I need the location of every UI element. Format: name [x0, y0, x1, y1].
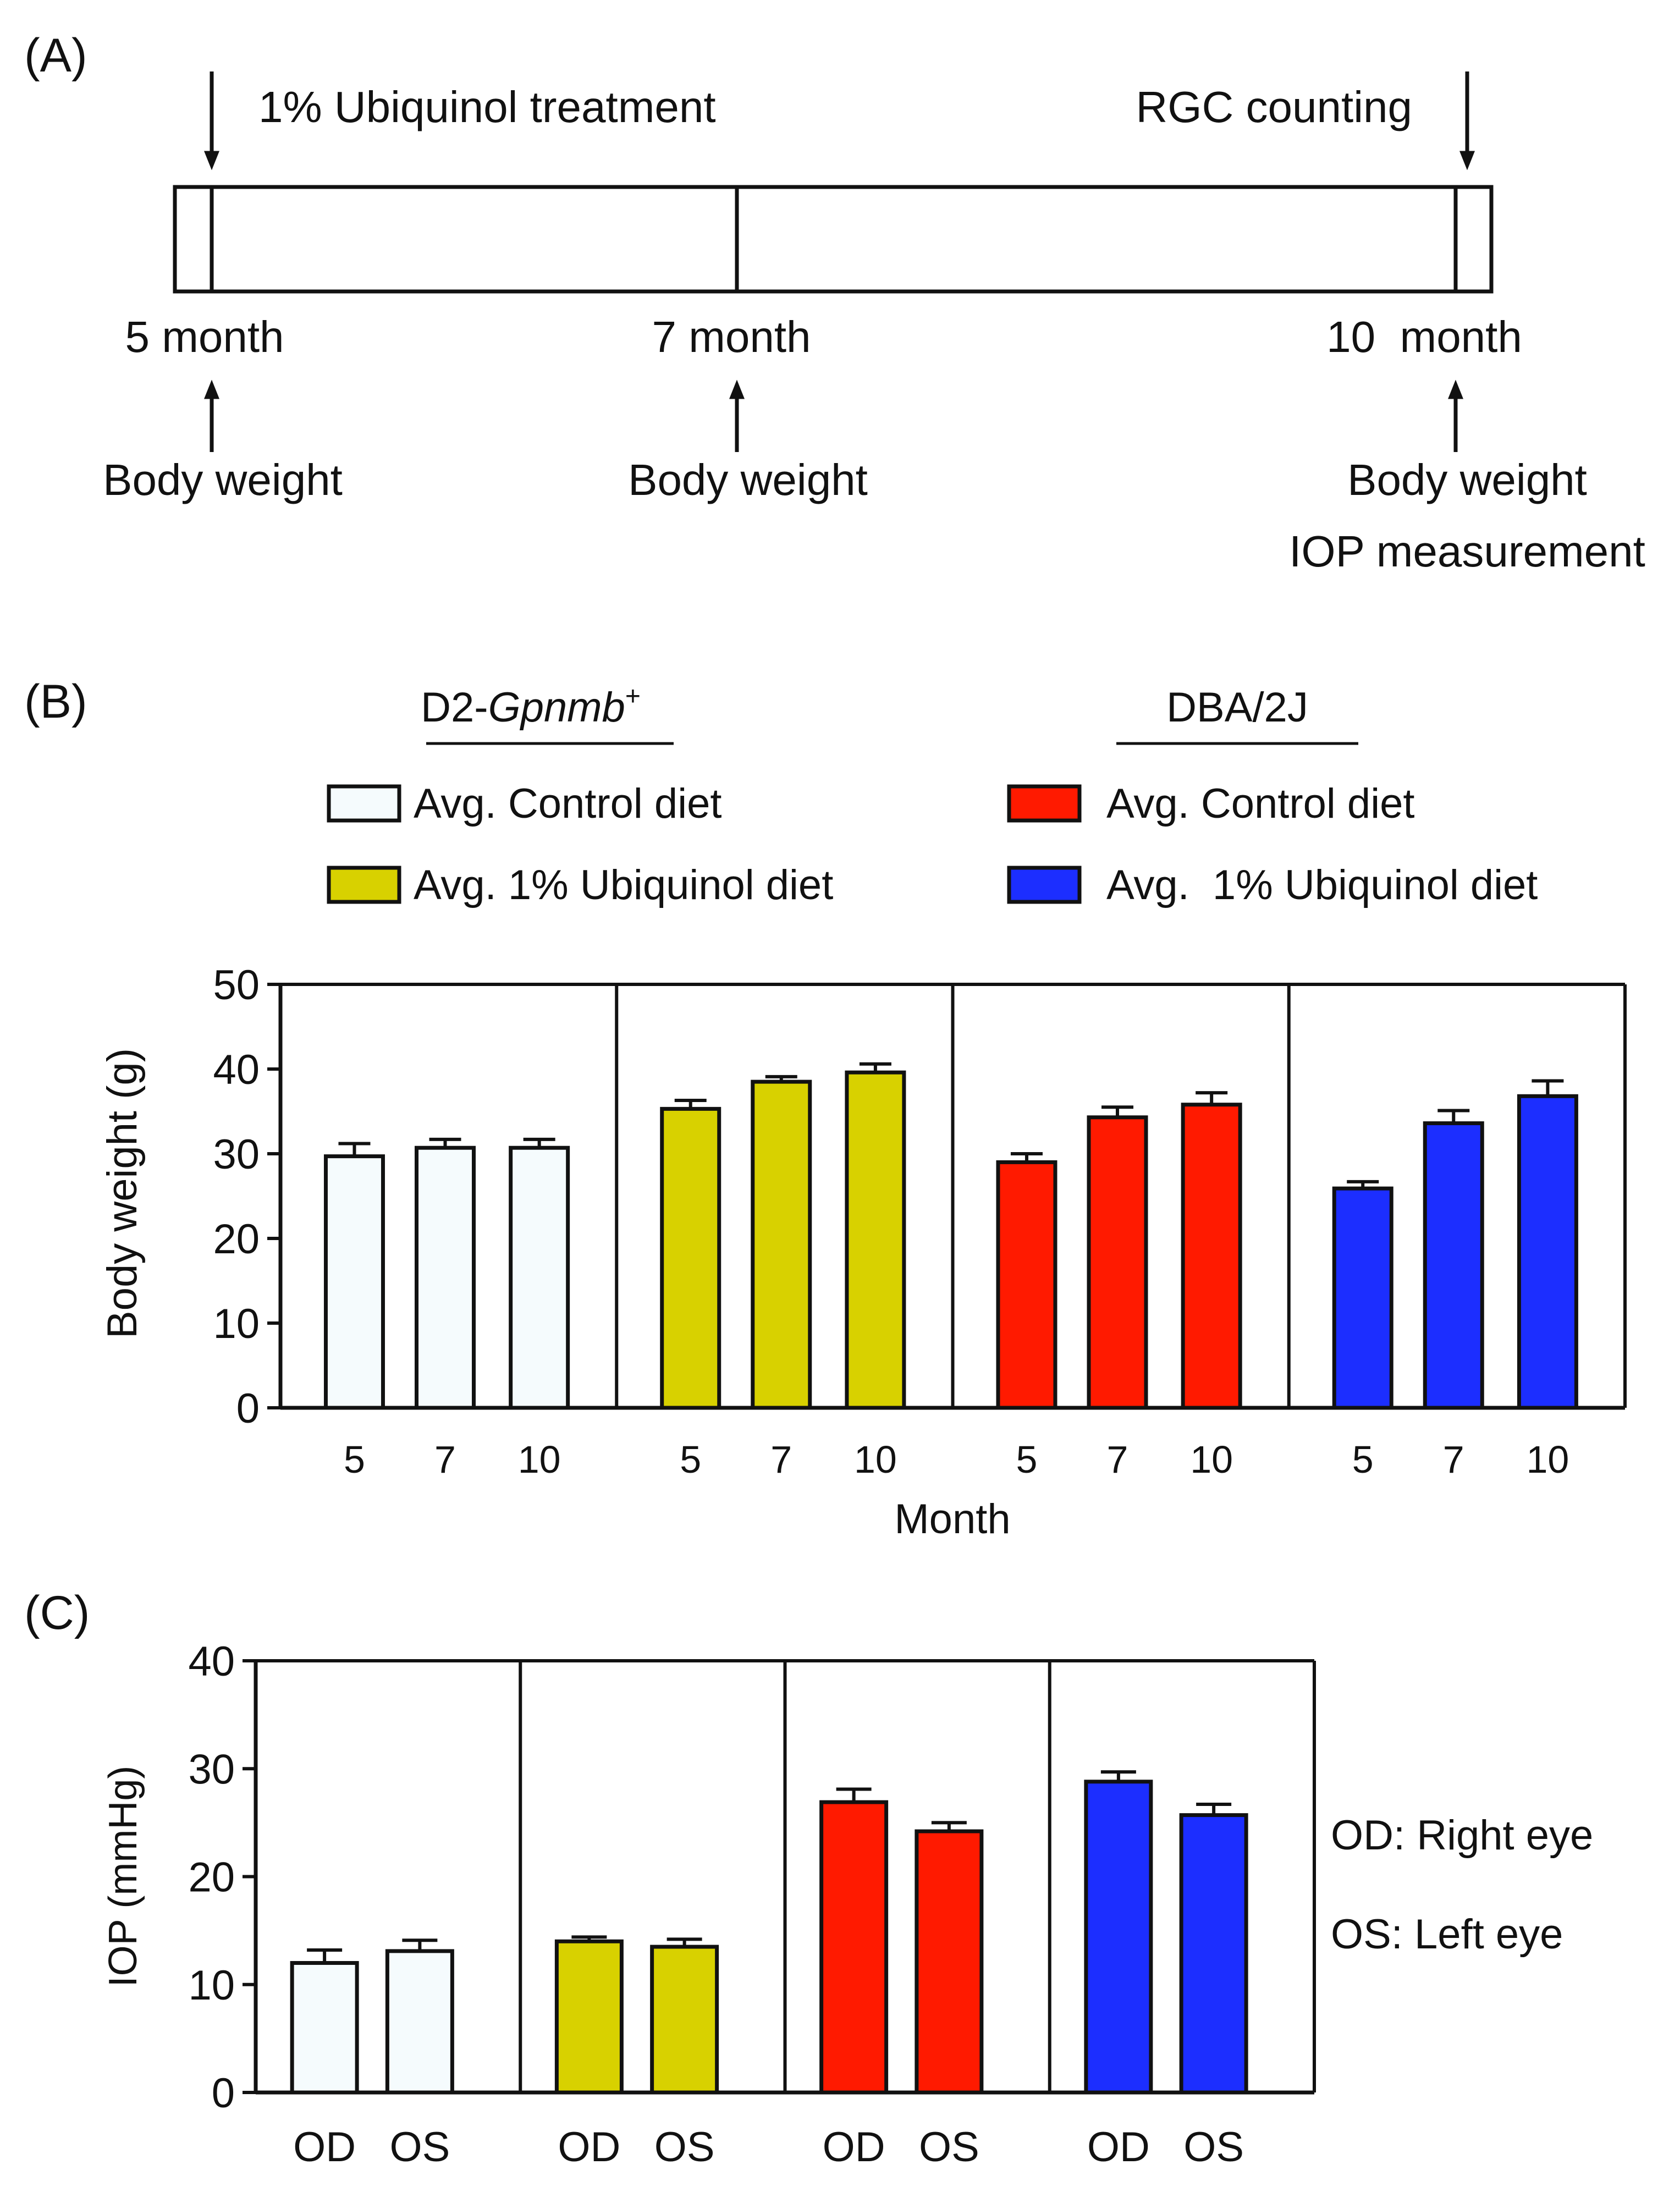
body_weight-bar — [1332, 1186, 1393, 1410]
body-weight-label-5: Body weight — [103, 455, 343, 504]
panel-a: (A) 1% Ubiquinol treatment RGC counting … — [24, 29, 1645, 576]
body_weight-bar — [845, 1070, 906, 1410]
body_weight-x-tick-label: 5 — [344, 1438, 365, 1481]
legend-swatch-control-dba — [1007, 784, 1082, 823]
panel-b-header: (B) D2-Gpnmb+ DBA/2J Avg. Control diet A… — [24, 675, 1538, 908]
body_weight-x-tick-label: 7 — [770, 1438, 792, 1481]
iop-bar — [385, 1949, 454, 2095]
body_weight-bar — [660, 1106, 721, 1410]
note-os: OS: Left eye — [1331, 1911, 1563, 1958]
legend-entry-ubiquinol-dba: Avg. 1% Ubiquinol diet — [1007, 862, 1538, 908]
iop-x-tick-label: OD — [823, 2124, 885, 2171]
body_weight-x-tick-label: 10 — [518, 1438, 561, 1481]
body_weight-bar — [415, 1145, 476, 1410]
iop-y-tick-label: 30 — [188, 1746, 235, 1793]
legend-swatch-control-d2 — [327, 784, 401, 823]
body_weight-bar — [1087, 1115, 1148, 1410]
body_weight-y-tick-label: 40 — [213, 1047, 260, 1093]
legend-label-ubiquinol-dba: Avg. 1% Ubiquinol diet — [1106, 862, 1538, 908]
iop-x-tick-label: OS — [919, 2124, 979, 2171]
iop-bar — [650, 1945, 719, 2095]
body_weight-y-tick-label: 50 — [213, 962, 260, 1009]
body-weight-plot: 5 7 10 5 7 10 5 7 10 5 7 10 0 10 20 30 40 50 — [213, 962, 1627, 1481]
legend-label-ubiquinol-d2: Avg. 1% Ubiquinol diet — [414, 862, 833, 908]
iop-bar — [554, 1939, 624, 2095]
iop-x-tick-label: OS — [654, 2124, 715, 2171]
iop-y-tick-label: 10 — [188, 1962, 235, 2009]
timepoint-7-month: 7 month — [652, 312, 811, 361]
legend-label-control-d2: Avg. Control diet — [414, 780, 721, 827]
legend-swatch-ubiquinol-d2 — [327, 866, 401, 904]
iop-x-tick-label: OD — [1087, 2124, 1150, 2171]
iop-ylabel: IOP (mmHg) — [101, 1766, 145, 1987]
iop-y-tick-label: 0 — [212, 2070, 235, 2117]
legend-swatch-ubiquinol-dba — [1007, 866, 1082, 904]
iop-x-tick-label: OD — [558, 2124, 620, 2171]
body_weight-bar — [1181, 1103, 1242, 1410]
body_weight-bar — [751, 1080, 812, 1410]
legend-label-control-dba: Avg. Control diet — [1106, 780, 1414, 827]
body_weight-x-tick-label: 7 — [1107, 1438, 1128, 1481]
body_weight-y-tick-label: 0 — [236, 1385, 260, 1432]
timepoint-10-month: 10 month — [1326, 312, 1522, 361]
body_weight-bar — [996, 1160, 1057, 1410]
body-weight-ylabel: Body weight (g) — [99, 1048, 146, 1339]
body_weight-x-tick-label: 7 — [434, 1438, 456, 1481]
iop-bar — [1179, 1813, 1248, 2095]
body_weight-x-tick-label: 5 — [1352, 1438, 1374, 1481]
timeline-bar — [173, 185, 1494, 294]
body_weight-y-tick-label: 20 — [213, 1216, 260, 1263]
rgc-counting-label: RGC counting — [1136, 82, 1412, 131]
body-weight-xlabel: Month — [894, 1496, 1010, 1543]
timepoint-5-month: 5 month — [125, 312, 284, 361]
body_weight-bar — [1517, 1094, 1578, 1410]
panel-b-label: (B) — [24, 675, 87, 728]
iop-x-tick-label: OS — [389, 2124, 450, 2171]
body_weight-x-tick-label: 10 — [1526, 1438, 1569, 1481]
legend-entry-ubiquinol-d2: Avg. 1% Ubiquinol diet — [327, 862, 833, 908]
body_weight-x-tick-label: 7 — [1443, 1438, 1464, 1481]
iop-x-tick-label: OS — [1183, 2124, 1244, 2171]
body-weight-label-7: Body weight — [628, 455, 868, 504]
body_weight-x-tick-label: 5 — [1016, 1438, 1038, 1481]
body-weight-label-10: Body weight — [1347, 455, 1587, 504]
iop-bar — [915, 1829, 984, 2095]
legend-group-title-d2: D2-Gpnmb+ — [421, 682, 641, 731]
panel-c: (C) IOP (mmHg) OD OS OD OS OD OS OD OS 0 10 20 30 40… — [24, 1587, 1593, 2171]
iop-measurement-label: IOP measurement — [1289, 527, 1645, 576]
panel-a-label: (A) — [24, 29, 87, 82]
panel-c-label: (C) — [24, 1587, 90, 1639]
body_weight-y-tick-label: 10 — [213, 1301, 260, 1347]
legend-group-title-d2-sup: + — [625, 682, 641, 711]
body_weight-bar — [323, 1154, 385, 1410]
body_weight-bar — [509, 1145, 570, 1410]
iop-bar — [290, 1961, 359, 2095]
timeline-outline — [173, 185, 1494, 294]
iop-bar — [819, 1800, 889, 2095]
note-od: OD: Right eye — [1331, 1812, 1593, 1859]
iop-x-tick-label: OD — [293, 2124, 356, 2171]
body_weight-bar — [1423, 1121, 1484, 1410]
body_weight-x-tick-label: 10 — [854, 1438, 897, 1481]
body_weight-y-tick-label: 30 — [213, 1131, 260, 1178]
legend-entry-control-dba: Avg. Control diet — [1007, 780, 1414, 827]
treatment-label: 1% Ubiquinol treatment — [258, 82, 716, 131]
body_weight-x-tick-label: 5 — [680, 1438, 701, 1481]
legend-group-title-d2-gene: Gpnmb — [488, 684, 625, 731]
iop-y-tick-label: 20 — [188, 1854, 235, 1901]
iop-bar — [1084, 1780, 1153, 2095]
legend-group-title-d2-prefix: D2- — [421, 684, 488, 731]
legend-group-title-dba: DBA/2J — [1166, 684, 1308, 731]
iop-plot: OD OS OD OS OD OS OD OS 0 10 20 30 40 — [188, 1638, 1316, 2171]
iop-y-tick-label: 40 — [188, 1638, 235, 1685]
body_weight-x-tick-label: 10 — [1190, 1438, 1233, 1481]
body-weight-chart: Body weight (g) Month 5 7 10 5 7 10 5 7 10 5 7 10 0 1… — [99, 962, 1627, 1543]
legend-entry-control-d2: Avg. Control diet — [327, 780, 721, 827]
